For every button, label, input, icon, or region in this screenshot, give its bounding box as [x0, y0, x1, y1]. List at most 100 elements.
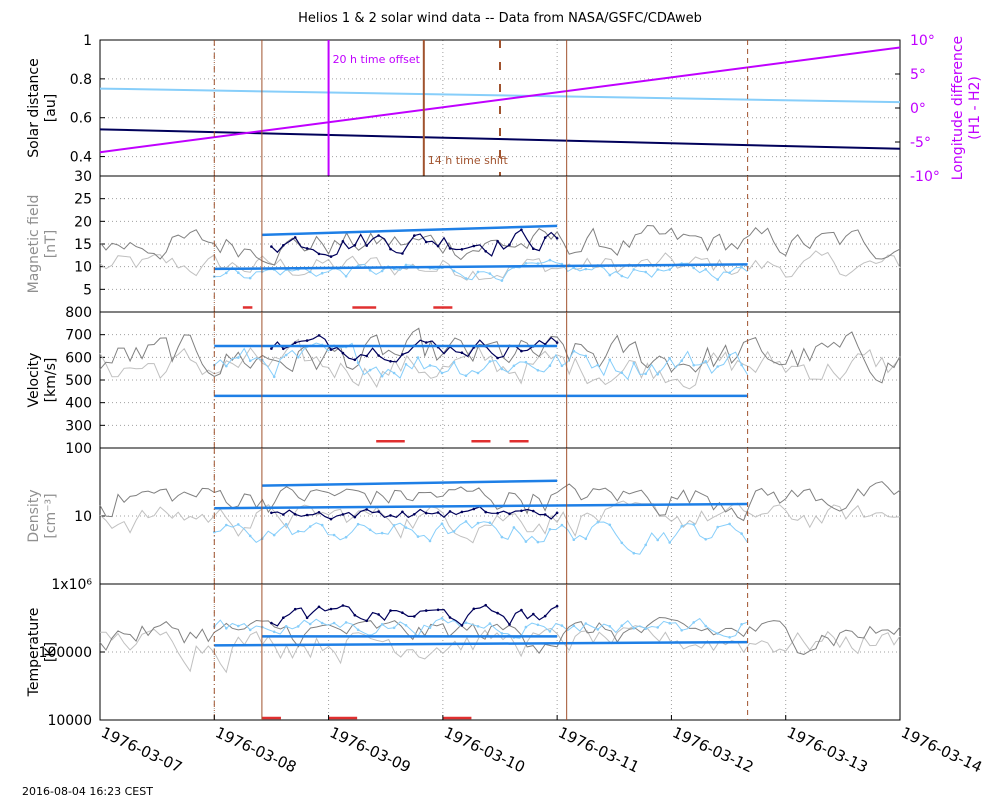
- series-h2-point: [608, 273, 612, 277]
- series-h1-point: [341, 604, 345, 607]
- series-h2-point: [237, 271, 240, 275]
- series-h2-point: [524, 625, 528, 629]
- series-h2-point: [225, 271, 228, 275]
- series-h2-point: [476, 270, 480, 274]
- y-axis-label: Velocity: [26, 353, 42, 408]
- series-h2-point: [428, 364, 432, 367]
- series-h2-point: [356, 264, 360, 268]
- series-h2-point: [440, 617, 444, 620]
- series-h1-point: [520, 509, 523, 513]
- series-h2-point: [680, 525, 683, 528]
- series-h1-point: [293, 607, 297, 611]
- series-h1-point: [555, 511, 559, 515]
- series-h2-point: [632, 626, 636, 630]
- series-h2-point: [368, 368, 372, 372]
- y-tick-label: 500: [65, 373, 92, 389]
- series-h2-point: [404, 263, 408, 267]
- series-h2-point: [704, 360, 707, 363]
- series-h1-point: [353, 613, 357, 617]
- y-axis-label: [K]: [43, 642, 59, 662]
- series-h2-point: [692, 266, 695, 270]
- series-gray-light: [99, 338, 901, 390]
- series-h2-point: [284, 625, 288, 628]
- series-h1-point: [329, 607, 333, 611]
- series-h1-point: [436, 608, 440, 612]
- series-h2-point: [284, 522, 288, 526]
- series-h1-point: [270, 347, 273, 350]
- series-h2-point: [296, 355, 300, 359]
- series-h2-point: [668, 268, 671, 271]
- series-h2-point: [560, 262, 564, 266]
- series-h2-point: [596, 628, 600, 631]
- series-h1-point: [532, 509, 535, 513]
- series-h2-point: [704, 538, 707, 541]
- series-gray-dark: [99, 327, 901, 384]
- series-h2-point: [524, 262, 528, 265]
- series-h1-point: [436, 244, 440, 248]
- x-tick-label: 1976-03-07: [98, 723, 185, 776]
- series-h2: [213, 617, 748, 639]
- series-h2-point: [536, 369, 540, 372]
- series-h2-point: [464, 277, 468, 280]
- series-h2-point: [572, 624, 576, 628]
- series-h2-point: [644, 543, 647, 547]
- series-h2-point: [632, 361, 636, 365]
- panel-velocity: 300 400 500 600 700 800 Velocity [km/s]: [26, 305, 901, 449]
- panel-field: 5 10 15 20 25 Magnetic field [nT]: [26, 175, 901, 313]
- series-h1-point: [555, 237, 559, 240]
- average-line-0: [261, 479, 558, 487]
- series-h1-point: [413, 615, 416, 618]
- y2-tick-label: 5°: [910, 67, 926, 83]
- series-h2-point: [500, 632, 504, 635]
- series-h2-point: [560, 364, 564, 368]
- series-h2-point: [620, 624, 624, 627]
- series-h2-point: [392, 524, 396, 527]
- series-h1-point: [472, 507, 476, 511]
- series-line-purple: [99, 46, 901, 154]
- series-h2-point: [620, 541, 624, 545]
- series-h2-point: [716, 365, 719, 368]
- series-h2-point: [356, 522, 360, 526]
- y2-axis-label: Longitude difference: [950, 36, 966, 180]
- y-tick-label: 20: [74, 214, 92, 230]
- series-h2-point: [596, 520, 600, 524]
- series-h1-point: [401, 252, 404, 255]
- series-h2-point: [428, 626, 432, 629]
- series-h2-point: [404, 526, 408, 529]
- series-h2-point: [308, 622, 312, 626]
- series-h1-point: [389, 360, 392, 363]
- series-h2: [214, 259, 748, 282]
- series-h2-point: [740, 532, 743, 535]
- series-h2-point: [548, 258, 552, 262]
- series-h2: [214, 520, 749, 555]
- series-h2-point: [740, 265, 743, 269]
- series-h2-point: [368, 269, 372, 272]
- series-h2-point: [452, 269, 456, 273]
- series-h2-point: [320, 621, 324, 625]
- series-h1-point: [329, 517, 333, 521]
- series-h2-point: [548, 630, 552, 633]
- series-h2-point: [380, 531, 384, 535]
- series-h1-point: [377, 354, 380, 357]
- average-line-0: [261, 224, 558, 237]
- series-h2-point: [548, 528, 552, 531]
- series-h2-point: [416, 535, 420, 538]
- series-h1-point: [448, 616, 452, 619]
- series-h2-point: [392, 626, 396, 630]
- series-h1-point: [424, 240, 428, 244]
- series-h2-point: [704, 268, 707, 271]
- series-h1-point: [377, 234, 380, 237]
- series-h2-point: [692, 523, 695, 526]
- series-h1-point: [543, 614, 547, 618]
- series-h1-point: [293, 236, 297, 239]
- series-h1-point: [448, 510, 452, 513]
- series-h1-point: [365, 244, 369, 247]
- series-h2-point: [692, 363, 695, 367]
- series-h1-point: [555, 604, 559, 608]
- y-tick-label: 5: [83, 282, 92, 298]
- series-gray-light: [99, 250, 901, 281]
- series-h1-point: [341, 240, 345, 243]
- series-h1-point: [353, 358, 357, 362]
- series-h2-point: [596, 363, 600, 367]
- series-h2-point: [716, 278, 719, 281]
